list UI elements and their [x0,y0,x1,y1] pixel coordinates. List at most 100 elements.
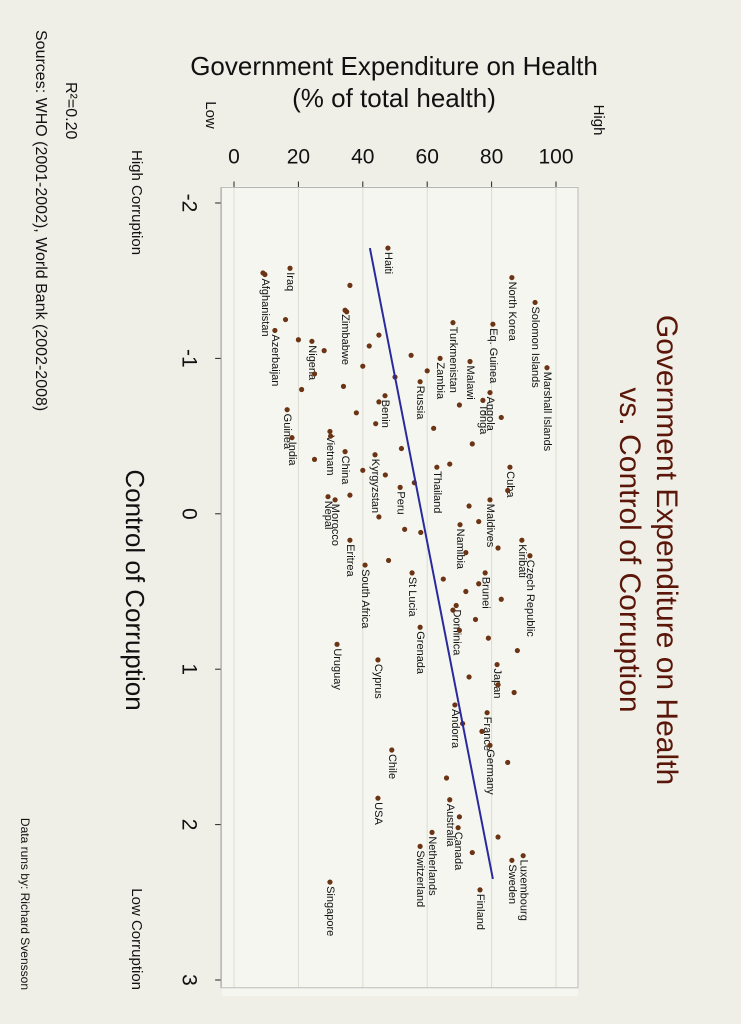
y-axis-title: (% of total health) [292,83,496,113]
point [447,797,453,803]
point [469,849,475,856]
x-tick-label: -1 [177,349,200,368]
point [375,657,381,663]
point [417,843,423,849]
point [311,456,318,463]
annotation: R²=0.20 [62,82,79,139]
point-label: St Lucia [406,577,418,618]
y-tick-label: 80 [480,146,503,169]
point-label: Canada [452,832,464,871]
point [495,834,501,840]
point-label: South Africa [359,569,371,629]
point-label: Iraq [284,272,296,291]
point [456,627,462,633]
point-label: Maldives [484,504,496,548]
point [472,616,479,623]
chart-title: Government Expenditure on Health [650,315,683,785]
point [509,857,515,863]
point [347,282,353,288]
point [434,464,440,470]
point [385,557,392,564]
point-label: Chile [386,754,398,779]
point [362,562,368,568]
point [466,674,472,680]
point-label: Kiribati [516,544,528,578]
point-label: Afghanistan [259,278,271,336]
x-tick-label: 0 [177,508,200,520]
point [479,728,485,734]
point [299,386,305,393]
x-tick-label: -2 [177,194,200,213]
point [327,428,333,435]
point [327,879,333,885]
y-low-label: Low [202,101,219,129]
point [342,449,348,455]
point [382,393,388,399]
point-label: Vietnam [324,435,336,475]
point [507,464,513,470]
y-tick-label: 60 [416,146,439,169]
point [328,433,334,439]
point [456,402,462,408]
point-label: Zambia [434,362,446,400]
point [437,355,443,361]
point [289,435,295,441]
point [494,661,500,668]
point-label: Eq. Guinea [487,328,499,384]
plot-area [222,186,578,996]
chart-title: vs. Control of Corruption [613,387,646,712]
point-label: Tonga [477,404,489,435]
point [476,518,482,525]
point [456,814,462,820]
x-tick-label: 1 [177,663,200,675]
point [532,299,538,306]
point-label: Benin [379,400,391,428]
point [514,647,520,654]
point-label: Malawi [464,366,476,400]
point [347,537,353,543]
point [372,452,378,458]
point-label: Guinea [281,414,293,450]
point [476,581,482,587]
point-label: Luxembourg [517,860,529,921]
point [295,337,301,343]
point-label: Cuba [504,471,516,498]
point [443,775,450,781]
point-label: Finland [474,894,486,930]
point [332,497,338,503]
point [375,795,381,801]
point [334,641,340,647]
point-label: Haiti [382,252,394,274]
point-label: North Korea [506,282,518,342]
point [498,596,504,602]
point-label: Russia [414,386,426,421]
point [417,379,423,385]
y-high-label: High [590,105,607,136]
point-label: Uruguay [331,648,343,690]
point-label: Marshall Islands [541,372,553,452]
y-tick-label: 100 [538,146,573,169]
point [495,545,501,551]
point-label: Brunei [479,577,491,609]
point [347,492,353,498]
point [463,588,469,595]
fit-line [368,247,494,880]
point-label: Netherlands [426,836,438,896]
point [505,759,511,766]
point-label: Kyrgyzstan [369,459,381,513]
point-label: Eritrea [344,544,356,577]
point [376,399,382,405]
point [519,537,525,543]
point [447,461,453,467]
y-tick-label: 40 [351,146,374,169]
point [353,410,359,416]
point [467,358,473,365]
point-label: Cyprus [372,664,384,699]
point-label: Dominica [450,609,462,656]
point [477,887,483,893]
point-label: France [481,717,493,751]
point-label: Angola [484,397,496,432]
point-label: Switzerland [414,850,426,907]
point [450,607,456,613]
point [527,553,533,559]
